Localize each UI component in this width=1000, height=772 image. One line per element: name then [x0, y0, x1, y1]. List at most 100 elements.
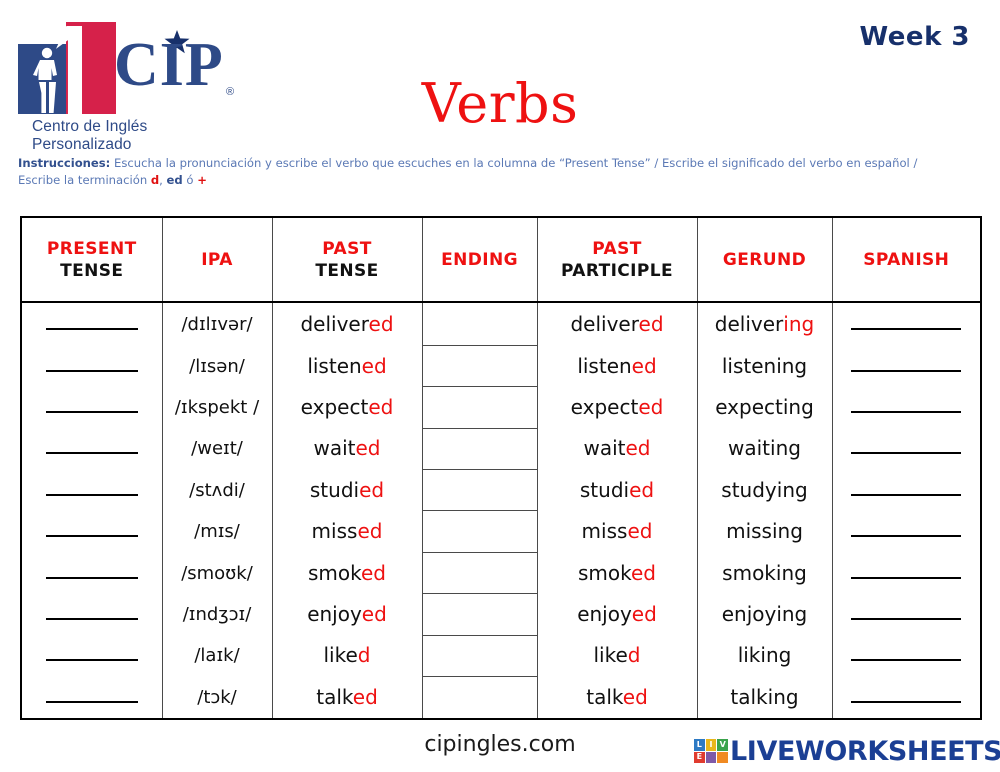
verb-suffix: ed: [357, 519, 383, 544]
verb-stem: wait: [313, 436, 356, 461]
ending-answer-box[interactable]: [421, 386, 538, 429]
past-participle-value: delivered: [537, 302, 698, 346]
page-footer: cipingles.com: [0, 728, 1000, 772]
answer-line[interactable]: [851, 440, 962, 455]
spanish-answer-blank[interactable]: [832, 428, 980, 469]
answer-line[interactable]: [45, 523, 138, 538]
answer-line[interactable]: [45, 482, 138, 496]
answer-line[interactable]: [45, 606, 138, 620]
ending-answer-box[interactable]: [421, 428, 538, 471]
spanish-answer-blank[interactable]: [832, 345, 980, 386]
table-row: /dɪlɪvər/delivered delivered delivering: [22, 302, 980, 346]
present-tense-answer-blank[interactable]: [22, 345, 163, 387]
ending-answer-box[interactable]: [421, 552, 538, 595]
present-tense-answer-blank[interactable]: [22, 302, 163, 346]
verb-suffix: ed: [622, 684, 648, 709]
spanish-answer-blank[interactable]: [832, 387, 980, 428]
verb-stem: liking: [737, 643, 792, 668]
answer-line[interactable]: [851, 689, 962, 703]
present-tense-answer-blank[interactable]: [22, 593, 163, 636]
header-red-line: PAST: [322, 238, 372, 259]
answer-line[interactable]: [45, 565, 138, 579]
verb-stem: missing: [726, 519, 803, 544]
spanish-answer-blank[interactable]: [832, 470, 980, 511]
present-tense-answer-blank[interactable]: [22, 510, 163, 553]
verb-suffix: ed: [631, 560, 656, 585]
answer-line[interactable]: [45, 647, 138, 662]
spanish-answer-blank[interactable]: [832, 511, 980, 552]
ipa-value: /smoʊk/: [162, 552, 273, 594]
past-tense-value: expected: [272, 386, 423, 429]
answer-line[interactable]: [851, 606, 962, 620]
verb-stem: enjoy: [577, 601, 632, 626]
present-tense-answer-blank[interactable]: [22, 635, 163, 677]
past-tense-value: missed: [272, 510, 423, 553]
present-tense-answer-blank[interactable]: [22, 386, 163, 429]
answer-line[interactable]: [851, 358, 962, 372]
spanish-answer-blank[interactable]: [832, 635, 980, 676]
gerund-value: liking: [697, 635, 833, 677]
spanish-answer-blank[interactable]: [832, 676, 980, 718]
instructions-line1: Escucha la pronunciación y escribe el ve…: [110, 156, 918, 170]
ending-d: d: [150, 173, 160, 187]
gerund-value: smoking: [697, 552, 833, 594]
cip-wordmark: CIP: [114, 31, 224, 99]
ending-answer-box[interactable]: [421, 635, 538, 677]
cip-logo: CIP ® Centro de Inglés Personalizado: [18, 22, 235, 153]
answer-line[interactable]: [851, 482, 962, 496]
spanish-answer-blank[interactable]: [832, 594, 980, 635]
answer-line[interactable]: [851, 316, 962, 330]
answer-line[interactable]: [851, 565, 962, 579]
cip-tagline: Centro de Inglés Personalizado: [32, 118, 148, 153]
present-tense-answer-blank[interactable]: [22, 552, 163, 594]
verb-suffix: ed: [638, 394, 664, 419]
spanish-answer-blank[interactable]: [832, 552, 980, 593]
table-header-row: PRESENT TENSE IPA PAST TENSE ENDING PAST: [22, 218, 980, 303]
present-tense-answer-blank[interactable]: [22, 676, 163, 718]
ending-answer-box[interactable]: [421, 593, 538, 636]
col-header-spanish: SPANISH: [832, 218, 980, 303]
header-red-line: PAST: [592, 238, 642, 259]
answer-line[interactable]: [45, 440, 138, 455]
ending-answer-box[interactable]: [421, 510, 538, 553]
header-red-line: PRESENT: [46, 238, 137, 259]
answer-line[interactable]: [45, 316, 138, 330]
verb-stem: deliver: [300, 311, 369, 336]
cip-logo-mark: [18, 22, 116, 114]
spanish-answer-blank[interactable]: [832, 302, 980, 345]
answer-line[interactable]: [851, 399, 962, 413]
table-row: /ɪkspekt / expected expected expecting: [22, 386, 980, 429]
answer-line[interactable]: [851, 647, 962, 662]
ending-ed: ed: [166, 173, 183, 187]
verbs-table: PRESENT TENSE IPA PAST TENSE ENDING PAST: [22, 218, 980, 718]
instructions-label: Instrucciones:: [18, 156, 111, 170]
present-tense-answer-blank[interactable]: [22, 469, 163, 511]
page-header: CIP ® Centro de Inglés Personalizado Wee…: [0, 0, 1000, 153]
table-row: /weɪt/waited waited waiting: [22, 428, 980, 471]
ending-answer-box[interactable]: [421, 302, 538, 346]
answer-line[interactable]: [45, 399, 138, 413]
verb-suffix: d: [357, 643, 371, 668]
verb-stem: waiting: [728, 436, 801, 461]
verb-suffix: ed: [352, 684, 378, 709]
ending-answer-box[interactable]: [421, 676, 538, 718]
present-tense-answer-blank[interactable]: [22, 428, 163, 470]
verb-suffix: ed: [638, 311, 664, 336]
verb-stem: smok: [577, 560, 631, 585]
ipa-value: /lɪsən/: [162, 345, 273, 387]
verb-suffix: ing: [783, 311, 815, 336]
instructions-or: ó: [182, 173, 198, 187]
live-tile: [705, 751, 717, 763]
answer-line[interactable]: [45, 358, 138, 372]
ending-answer-box[interactable]: [421, 469, 538, 512]
answer-line[interactable]: [851, 523, 962, 538]
ending-answer-box[interactable]: [421, 345, 538, 388]
answer-line[interactable]: [45, 689, 138, 703]
col-header-present-tense: PRESENT TENSE: [22, 218, 163, 303]
past-participle-value: waited: [537, 428, 698, 470]
gerund-value: expecting: [697, 386, 833, 429]
registered-mark: ®: [226, 86, 235, 98]
verb-suffix: ed: [631, 353, 657, 378]
week-label: Week 3: [859, 22, 970, 52]
ending-plus: +: [197, 173, 207, 187]
